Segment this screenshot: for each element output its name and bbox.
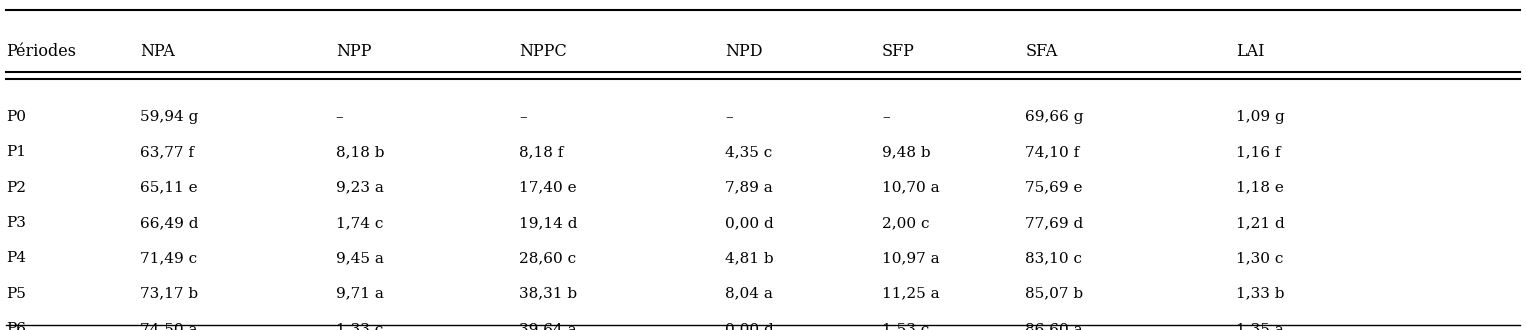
Text: NPA: NPA bbox=[140, 43, 175, 60]
Text: SFA: SFA bbox=[1025, 43, 1058, 60]
Text: NPP: NPP bbox=[336, 43, 371, 60]
Text: 83,10 c: 83,10 c bbox=[1025, 251, 1082, 265]
Text: 8,18 b: 8,18 b bbox=[336, 146, 385, 159]
Text: P5: P5 bbox=[6, 287, 26, 301]
Text: 0,00 d: 0,00 d bbox=[725, 322, 774, 330]
Text: 86,60 a: 86,60 a bbox=[1025, 322, 1083, 330]
Text: 85,07 b: 85,07 b bbox=[1025, 287, 1083, 301]
Text: 1,35 a: 1,35 a bbox=[1236, 322, 1283, 330]
Text: 4,81 b: 4,81 b bbox=[725, 251, 774, 265]
Text: 69,66 g: 69,66 g bbox=[1025, 110, 1083, 124]
Text: 8,18 f: 8,18 f bbox=[519, 146, 563, 159]
Text: 74,50 a: 74,50 a bbox=[140, 322, 198, 330]
Text: 28,60 c: 28,60 c bbox=[519, 251, 575, 265]
Text: 17,40 e: 17,40 e bbox=[519, 181, 577, 195]
Text: 8,04 a: 8,04 a bbox=[725, 287, 772, 301]
Text: 63,77 f: 63,77 f bbox=[140, 146, 194, 159]
Text: 10,97 a: 10,97 a bbox=[882, 251, 940, 265]
Text: NPPC: NPPC bbox=[519, 43, 566, 60]
Text: 73,17 b: 73,17 b bbox=[140, 287, 198, 301]
Text: 9,48 b: 9,48 b bbox=[882, 146, 931, 159]
Text: –: – bbox=[336, 110, 343, 124]
Text: 0,00 d: 0,00 d bbox=[725, 216, 774, 230]
Text: 75,69 e: 75,69 e bbox=[1025, 181, 1083, 195]
Text: 1,18 e: 1,18 e bbox=[1236, 181, 1283, 195]
Text: NPD: NPD bbox=[725, 43, 763, 60]
Text: P3: P3 bbox=[6, 216, 26, 230]
Text: P4: P4 bbox=[6, 251, 26, 265]
Text: 9,45 a: 9,45 a bbox=[336, 251, 383, 265]
Text: 77,69 d: 77,69 d bbox=[1025, 216, 1083, 230]
Text: 1,30 c: 1,30 c bbox=[1236, 251, 1283, 265]
Text: 65,11 e: 65,11 e bbox=[140, 181, 198, 195]
Text: Périodes: Périodes bbox=[6, 43, 76, 60]
Text: P1: P1 bbox=[6, 146, 26, 159]
Text: 1,53 c: 1,53 c bbox=[882, 322, 929, 330]
Text: –: – bbox=[519, 110, 526, 124]
Text: 7,89 a: 7,89 a bbox=[725, 181, 772, 195]
Text: 71,49 c: 71,49 c bbox=[140, 251, 197, 265]
Text: P2: P2 bbox=[6, 181, 26, 195]
Text: 39,64 a: 39,64 a bbox=[519, 322, 577, 330]
Text: P0: P0 bbox=[6, 110, 26, 124]
Text: –: – bbox=[882, 110, 890, 124]
Text: 1,33 b: 1,33 b bbox=[1236, 287, 1285, 301]
Text: 59,94 g: 59,94 g bbox=[140, 110, 198, 124]
Text: 9,23 a: 9,23 a bbox=[336, 181, 383, 195]
Text: 4,35 c: 4,35 c bbox=[725, 146, 772, 159]
Text: 66,49 d: 66,49 d bbox=[140, 216, 198, 230]
Text: 11,25 a: 11,25 a bbox=[882, 287, 940, 301]
Text: 1,21 d: 1,21 d bbox=[1236, 216, 1285, 230]
Text: 1,16 f: 1,16 f bbox=[1236, 146, 1280, 159]
Text: P6: P6 bbox=[6, 322, 26, 330]
Text: 19,14 d: 19,14 d bbox=[519, 216, 577, 230]
Text: 1,74 c: 1,74 c bbox=[336, 216, 383, 230]
Text: 1,33 c: 1,33 c bbox=[336, 322, 383, 330]
Text: 74,10 f: 74,10 f bbox=[1025, 146, 1080, 159]
Text: 1,09 g: 1,09 g bbox=[1236, 110, 1285, 124]
Text: SFP: SFP bbox=[882, 43, 916, 60]
Text: 2,00 c: 2,00 c bbox=[882, 216, 929, 230]
Text: 9,71 a: 9,71 a bbox=[336, 287, 383, 301]
Text: –: – bbox=[725, 110, 732, 124]
Text: 38,31 b: 38,31 b bbox=[519, 287, 577, 301]
Text: 10,70 a: 10,70 a bbox=[882, 181, 940, 195]
Text: LAI: LAI bbox=[1236, 43, 1265, 60]
